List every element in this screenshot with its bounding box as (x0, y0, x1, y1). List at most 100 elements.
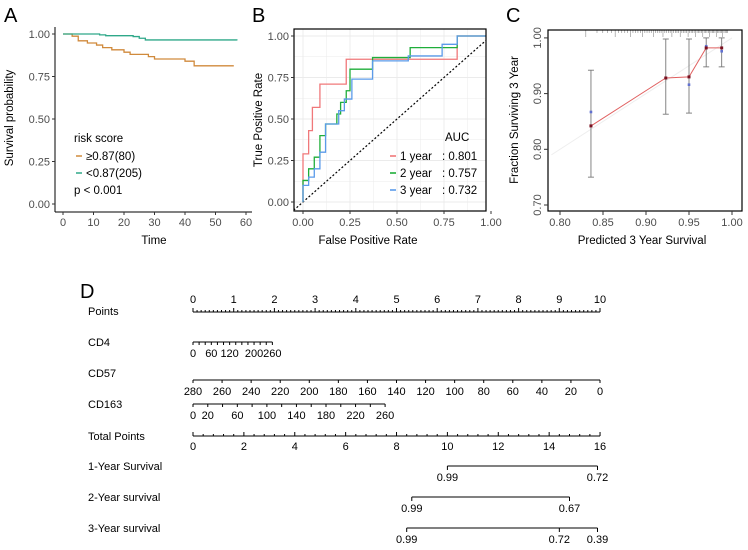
nomogram-tick-label: 2 (241, 441, 247, 453)
nomogram-tick-label: 80 (478, 386, 490, 398)
panel-label-a: A (4, 5, 18, 27)
nomogram-tick-label: 180 (317, 410, 335, 422)
nomogram-tick-label: 260 (376, 410, 394, 422)
nomogram-row-label: CD4 (88, 337, 110, 349)
km-x-tick-label: 50 (209, 217, 221, 229)
cal-corrected-point (704, 44, 708, 48)
nomogram-tick-label: 0 (190, 441, 196, 453)
nomogram-tick-label: 3 (312, 294, 318, 306)
nomogram-tick-label: 200 (300, 386, 318, 398)
nomogram-tick-label: 20 (202, 410, 214, 422)
nomogram-tick-label: 240 (242, 386, 260, 398)
nomogram-tick-label: 60 (231, 410, 243, 422)
nomogram-tick-label: 260 (213, 386, 231, 398)
nomogram-tick-label: 0.99 (396, 534, 417, 546)
nomogram-tick-label: 100 (445, 386, 463, 398)
cal-panel-border (547, 29, 743, 212)
nomogram-tick-label: 0 (190, 410, 196, 422)
nomogram-tick-label: 0.67 (559, 503, 580, 515)
roc-x-tick-label: 0.00 (292, 217, 313, 229)
nomogram-tick-label: 0 (597, 386, 603, 398)
nomogram-tick-label: 5 (393, 294, 399, 306)
nomogram-tick-label: 0.72 (587, 472, 608, 484)
cal-y-tick-label: 0.70 (532, 194, 544, 215)
cal-y-tick-label: 1.00 (532, 27, 544, 48)
km-legend-title: risk score (74, 133, 123, 145)
nomogram-tick-label: 7 (475, 294, 481, 306)
cal-x-tick-label: 0.80 (549, 217, 570, 229)
nomogram-row-label: CD57 (88, 368, 116, 380)
nomogram-tick-label: 180 (329, 386, 347, 398)
cal-observed-point (687, 75, 691, 79)
roc-y-tick-label: 1.00 (268, 31, 289, 43)
nomogram-tick-label: 60 (507, 386, 519, 398)
nomogram-tick-label: 160 (358, 386, 376, 398)
nomogram-tick-label: 200 (245, 348, 263, 360)
roc-curve-3 (302, 35, 486, 202)
nomogram-tick-label: 0 (190, 348, 196, 360)
km-x-tick-label: 40 (179, 217, 191, 229)
nomogram-tick-label: 280 (184, 386, 202, 398)
cal-x-tick-label: 1.00 (721, 217, 742, 229)
km-x-tick-label: 60 (240, 217, 252, 229)
roc-xlabel: False Positive Rate (318, 235, 417, 247)
roc-y-tick-label: 0.25 (268, 156, 289, 168)
panel-label-b: B (252, 5, 265, 27)
nomogram-tick-label: 6 (343, 441, 349, 453)
nomogram-tick-label: 0.99 (437, 472, 458, 484)
nomogram-tick-label: 16 (594, 441, 606, 453)
roc-y-tick-label: 0.75 (268, 73, 289, 85)
cal-observed-point (704, 46, 708, 50)
nomogram-tick-label: 0 (190, 294, 196, 306)
roc-legend-2: 2 year (400, 168, 432, 180)
nomogram-tick-label: 8 (393, 441, 399, 453)
cal-observed-point (664, 76, 668, 80)
km-y-tick-label: 0.50 (29, 114, 50, 126)
cal-xlabel: Predicted 3 Year Survival (578, 235, 707, 247)
cal-ylabel: Fraction Surviving 3 Year (509, 56, 521, 184)
panel-label-d: D (80, 281, 94, 303)
nomogram-tick-label: 260 (263, 348, 281, 360)
nomogram-tick-label: 1 (231, 294, 237, 306)
nomogram-tick-label: 220 (346, 410, 364, 422)
cal-x-tick-label: 0.85 (592, 217, 613, 229)
km-y-tick-label: 1.00 (29, 29, 50, 41)
km-xlabel: Time (141, 235, 166, 247)
cal-y-tick-label: 0.90 (532, 83, 544, 104)
km-x-tick-label: 30 (148, 217, 160, 229)
nomogram-tick-label: 14 (543, 441, 555, 453)
nomogram-row-label: Points (88, 306, 119, 318)
nomogram-tick-label: 140 (287, 410, 305, 422)
nomogram-tick-label: 120 (416, 386, 434, 398)
roc-auc-1: : 0.801 (442, 151, 477, 163)
nomogram-tick-label: 40 (536, 386, 548, 398)
roc-y-tick-label: 0.50 (268, 114, 289, 126)
roc-x-tick-label: 0.50 (386, 217, 407, 229)
cal-x-tick-label: 0.90 (635, 217, 656, 229)
roc-panel-border (293, 28, 487, 212)
km-pvalue: p < 0.001 (74, 185, 122, 197)
nomogram-tick-label: 4 (292, 441, 298, 453)
roc-legend-title: AUC (445, 132, 469, 144)
roc-x-tick-label: 1.00 (480, 217, 501, 229)
nomogram-row-label: CD163 (88, 399, 122, 411)
cal-corrected-point (687, 83, 691, 86)
cal-observed-point (589, 124, 593, 128)
nomogram-row-label: 1-Year Survival (88, 461, 162, 473)
km-legend-2: <0.87(205) (86, 168, 142, 180)
nomogram-tick-label: 0.72 (549, 534, 570, 546)
nomogram-row-label: Total Points (88, 431, 145, 443)
nomogram-tick-label: 0.99 (401, 503, 422, 515)
nomogram-tick-label: 2 (271, 294, 277, 306)
roc-legend-1: 1 year (400, 151, 432, 163)
roc-ylabel: True Positive Rate (253, 73, 265, 167)
nomogram-tick-label: 12 (492, 441, 504, 453)
roc-auc-2: : 0.757 (442, 168, 477, 180)
km-x-tick-label: 20 (118, 217, 130, 229)
nomogram-tick-label: 6 (434, 294, 440, 306)
nomogram-tick-label: 4 (353, 294, 359, 306)
nomogram-tick-label: 140 (387, 386, 405, 398)
roc-x-tick-label: 0.75 (433, 217, 454, 229)
nomogram-tick-label: 0.39 (587, 534, 608, 546)
roc-y-tick-label: 0.00 (268, 197, 289, 209)
